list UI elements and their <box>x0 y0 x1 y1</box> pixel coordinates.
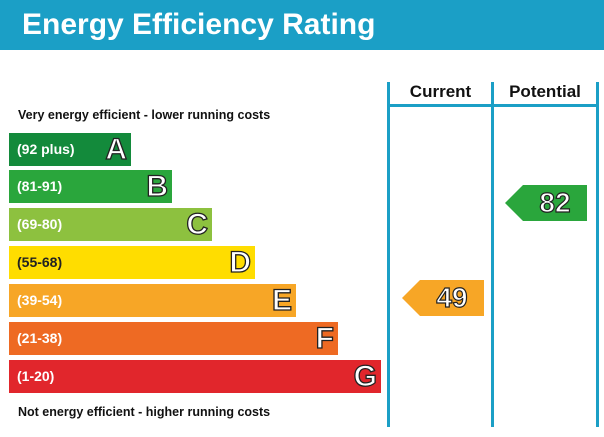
potential-rating-value: 82 <box>539 186 571 218</box>
rating-range-b: (81-91) <box>17 178 63 194</box>
rating-bar-c: (69-80) C <box>9 207 212 242</box>
rating-letter-g: G <box>353 359 378 393</box>
note-bottom: Not energy efficient - higher running co… <box>18 405 271 419</box>
header-banner: Energy Efficiency Rating <box>0 0 604 50</box>
rating-range-d: (55-68) <box>17 254 63 270</box>
rating-bar-f: (21-38) F <box>9 321 338 356</box>
rating-letter-a: A <box>105 132 128 166</box>
current-arrow-shape <box>402 280 484 316</box>
rating-letter-e: E <box>271 283 292 317</box>
rating-range-f: (21-38) <box>17 330 63 346</box>
rating-range-a: (92 plus) <box>17 141 75 157</box>
rating-bar-e: (39-54) E <box>9 283 296 318</box>
rating-range-e: (39-54) <box>17 292 63 308</box>
header-underline <box>387 104 599 107</box>
page-title: Energy Efficiency Rating <box>22 8 376 41</box>
rating-bar-b: (81-91) B <box>9 169 172 204</box>
column-header-current: Current <box>409 82 472 101</box>
column-header-potential: Potential <box>509 82 581 101</box>
rating-bar-g: (1-20) G <box>9 359 381 394</box>
rating-bar-a: (92 plus) A <box>9 132 131 167</box>
potential-arrow-shape <box>505 185 587 221</box>
rating-bar-d: (55-68) D <box>9 245 255 280</box>
rating-range-c: (69-80) <box>17 216 63 232</box>
divider-middle <box>491 82 494 427</box>
rating-letter-f: F <box>315 321 335 355</box>
potential-rating-arrow: 82 <box>505 185 587 221</box>
current-rating-arrow: 49 <box>402 280 484 316</box>
note-top: Very energy efficient - lower running co… <box>18 108 271 122</box>
divider-left <box>387 82 390 427</box>
rating-letter-d: D <box>229 245 252 279</box>
rating-letter-c: C <box>186 207 209 241</box>
rating-letter-b: B <box>146 169 169 203</box>
divider-right <box>596 82 599 427</box>
rating-range-g: (1-20) <box>17 368 55 384</box>
current-rating-value: 49 <box>436 281 468 313</box>
